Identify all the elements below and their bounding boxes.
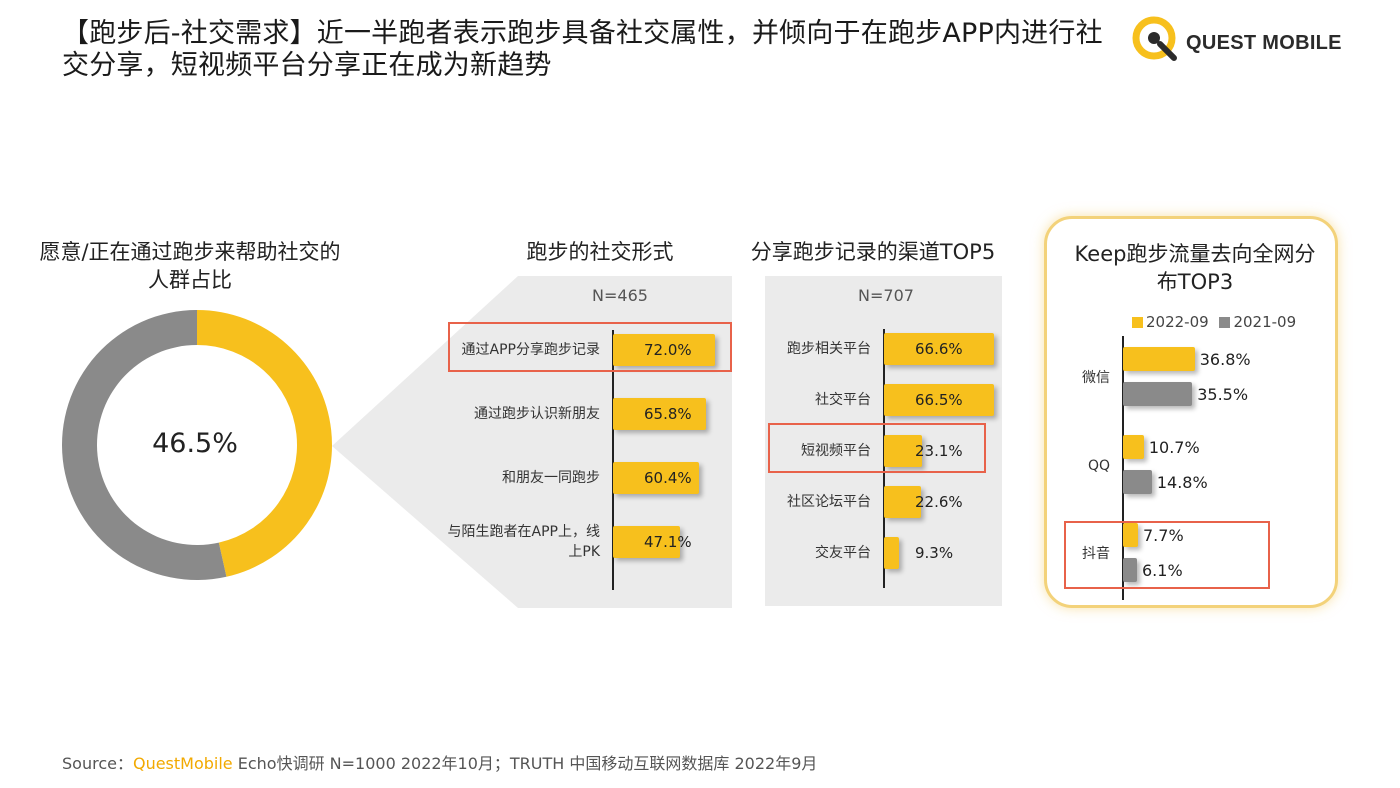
legend-label-2021: 2021-09 <box>1233 313 1297 331</box>
value-label: 65.8% <box>644 405 692 423</box>
axis-line <box>612 330 614 590</box>
source-prefix: Source： <box>62 754 133 773</box>
value-label: 23.1% <box>915 442 963 460</box>
category-label: 跑步相关平台 <box>787 341 871 357</box>
social-forms-title: 跑步的社交形式 <box>526 240 674 264</box>
value-label: 47.1% <box>644 533 692 551</box>
donut-title: 愿意/正在通过跑步来帮助社交的人群占比 <box>39 240 341 292</box>
value-label: 66.5% <box>915 391 963 409</box>
quest-mobile-logo: QUEST MOBILE <box>1130 14 1360 64</box>
value-label: 9.3% <box>915 544 954 562</box>
highlight-box <box>1064 521 1270 589</box>
value-label: 7.7% <box>1143 526 1184 545</box>
legend-label-2022: 2022-09 <box>1146 313 1209 331</box>
bar <box>1123 470 1152 494</box>
value-label: 36.8% <box>1199 350 1251 369</box>
keep-traffic-frame <box>1044 216 1338 608</box>
category-label: 抖音 <box>1082 546 1110 562</box>
bar <box>1123 382 1193 406</box>
value-label: 66.6% <box>915 340 963 358</box>
bar <box>613 526 680 558</box>
category-label: 短视频平台 <box>801 443 871 459</box>
legend-item-2021: 2021-09 <box>1219 313 1296 331</box>
keep-traffic-title: Keep跑步流量去向全网分布TOP3 <box>1074 242 1316 294</box>
source-rest: Echo快调研 N=1000 2022年10月；TRUTH 中国移动互联网数据库… <box>232 754 818 773</box>
category-label: 通过跑步认识新朋友 <box>474 406 600 422</box>
bar <box>884 333 994 365</box>
axis-line <box>1122 336 1124 600</box>
page-title: 【跑步后-社交需求】近一半跑者表示跑步具备社交属性，并倾向于在跑步APP内进行社… <box>62 18 1103 81</box>
bar <box>884 384 994 416</box>
logo-text: QUEST MOBILE <box>1186 32 1342 54</box>
bar <box>1123 347 1195 371</box>
value-label: 72.0% <box>644 341 692 359</box>
category-label: 微信 <box>1082 370 1110 386</box>
legend-swatch-2022 <box>1132 317 1143 328</box>
category-label: QQ <box>1087 458 1110 474</box>
donut-center-value: 46.5% <box>152 428 238 459</box>
bar <box>1123 523 1138 547</box>
social-forms-sample: N=465 <box>592 286 648 305</box>
bar <box>613 398 707 430</box>
source-note: Source：QuestMobile Echo快调研 N=1000 2022年1… <box>62 750 817 774</box>
donut-chart <box>61 310 332 580</box>
bar <box>884 537 900 569</box>
bar <box>613 334 716 366</box>
category-label: 交友平台 <box>815 545 871 561</box>
legend: 2022-09 2021-09 <box>1132 313 1296 331</box>
donut-slice-0 <box>197 310 332 577</box>
callout-wedge <box>332 276 518 608</box>
value-label: 6.1% <box>1142 561 1183 580</box>
quest-mobile-logo-icon <box>1132 16 1177 61</box>
channels-title: 分享跑步记录的渠道TOP5 <box>750 240 996 264</box>
bar <box>884 486 922 518</box>
bar <box>1123 435 1144 459</box>
source-brand: QuestMobile <box>132 754 233 773</box>
channels-sample: N=707 <box>858 286 914 305</box>
legend-item-2022: 2022-09 <box>1132 313 1209 331</box>
category-label: 社交平台 <box>815 392 871 408</box>
value-label: 35.5% <box>1197 385 1249 404</box>
highlight-box <box>768 423 986 473</box>
bar <box>884 435 923 467</box>
legend-swatch-2021 <box>1219 317 1231 328</box>
value-label: 60.4% <box>644 469 692 487</box>
category-label: 和朋友一同跑步 <box>502 470 600 486</box>
category-label: 社区论坛平台 <box>787 494 871 510</box>
highlight-box <box>448 322 732 372</box>
value-label: 22.6% <box>915 493 963 511</box>
value-label: 10.7% <box>1148 438 1200 457</box>
category-label: 与陌生跑者在APP上，线上PK <box>447 524 600 560</box>
bar <box>613 462 699 494</box>
bar <box>1123 558 1137 582</box>
value-label: 14.8% <box>1156 473 1208 492</box>
category-label: 通过APP分享跑步记录 <box>461 342 600 358</box>
donut-slice-1 <box>61 310 227 580</box>
